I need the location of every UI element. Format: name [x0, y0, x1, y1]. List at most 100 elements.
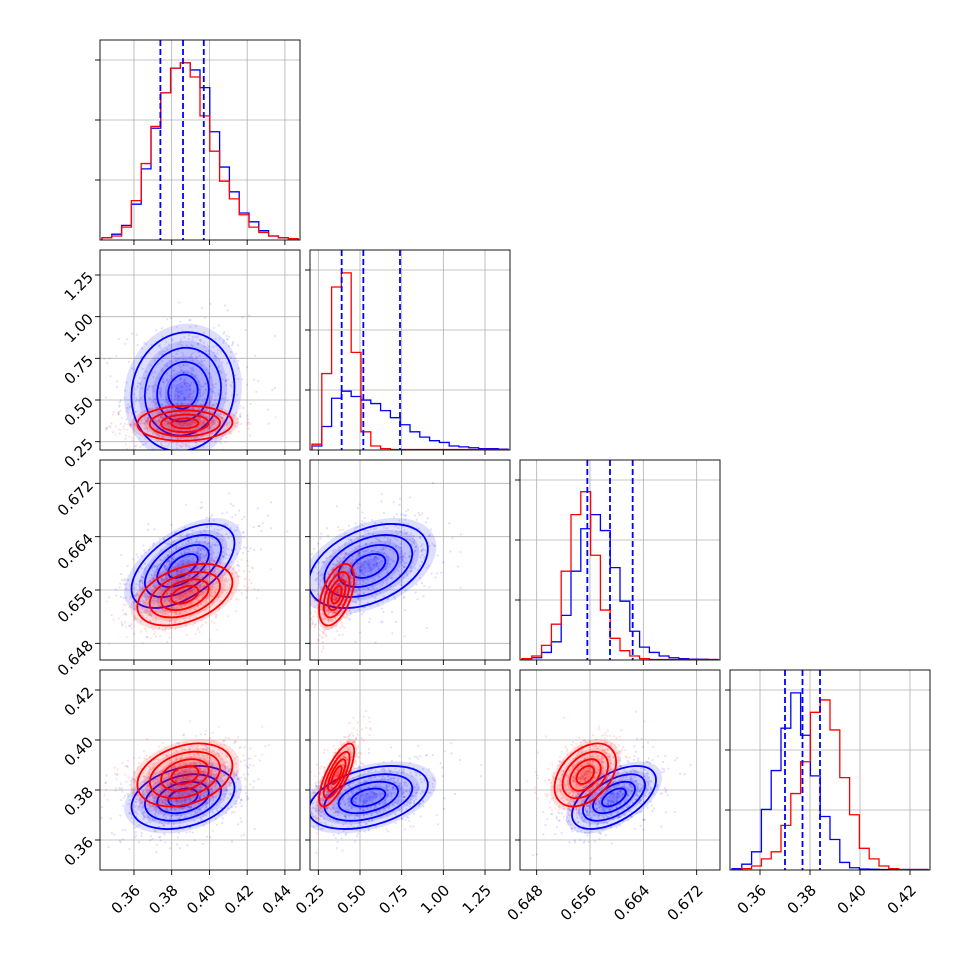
sample-point — [184, 420, 187, 423]
sample-point — [372, 557, 375, 560]
sample-point — [189, 468, 191, 470]
sample-point — [135, 826, 138, 829]
sample-point — [210, 620, 213, 623]
sample-point — [202, 823, 205, 827]
sample-point — [199, 363, 203, 366]
sample-point — [171, 556, 174, 560]
sample-point — [336, 590, 339, 594]
sample-point — [333, 596, 336, 599]
sample-point — [356, 562, 359, 565]
sample-point — [221, 426, 224, 429]
sample-point — [341, 567, 344, 570]
sample-point — [158, 435, 161, 438]
sample-point — [192, 580, 195, 583]
sample-point — [141, 642, 144, 645]
sample-point — [169, 782, 173, 786]
sample-point — [129, 423, 132, 426]
sample-point — [221, 822, 224, 825]
sample-point — [188, 748, 191, 752]
sample-point — [403, 565, 406, 568]
sample-point — [201, 547, 205, 550]
sample-point — [132, 423, 135, 426]
sample-point — [215, 587, 218, 590]
sample-point — [178, 810, 181, 813]
sample-point — [218, 576, 221, 579]
sample-point — [146, 613, 149, 617]
sample-point — [194, 584, 197, 587]
sample-point — [153, 573, 156, 576]
sample-point — [395, 513, 398, 516]
sample-point — [187, 778, 190, 781]
sample-point — [137, 824, 140, 827]
sample-point — [355, 572, 358, 575]
sample-point — [328, 602, 331, 605]
sample-point — [360, 522, 363, 526]
sample-point — [399, 556, 402, 559]
sample-point — [367, 579, 370, 582]
sample-point — [257, 588, 260, 591]
sample-point — [230, 840, 234, 843]
sample-point — [153, 586, 157, 590]
sample-point — [241, 551, 244, 554]
sample-point — [205, 621, 208, 625]
sample-point — [159, 548, 162, 551]
sample-point — [159, 810, 162, 813]
sample-point — [148, 408, 151, 411]
sample-point — [165, 404, 168, 407]
sample-point — [327, 620, 330, 623]
sample-point — [198, 412, 201, 415]
sample-point — [201, 842, 204, 846]
sample-point — [204, 349, 208, 353]
sample-point — [139, 377, 142, 380]
sample-point — [419, 556, 422, 559]
sample-point — [183, 382, 187, 385]
sample-point — [236, 526, 239, 529]
sample-point — [425, 626, 428, 629]
sample-point — [340, 552, 343, 555]
sample-point — [190, 784, 193, 787]
sample-point — [202, 421, 205, 424]
sample-point — [162, 814, 165, 818]
sample-point — [240, 558, 243, 561]
sample-point — [382, 546, 385, 549]
sample-point — [130, 816, 133, 819]
sample-point — [154, 357, 157, 361]
sample-point — [167, 573, 170, 577]
sample-point — [159, 589, 162, 592]
sample-point — [155, 401, 158, 405]
sample-point — [334, 598, 338, 601]
sample-point — [104, 396, 107, 399]
sample-point — [149, 835, 152, 838]
sample-point — [219, 416, 222, 419]
sample-point — [345, 613, 349, 616]
sample-point — [183, 604, 186, 607]
sample-point — [382, 610, 385, 614]
sample-point — [241, 316, 244, 319]
sample-point — [356, 593, 359, 597]
sample-point — [427, 534, 430, 538]
sample-point — [333, 573, 336, 576]
sample-point — [181, 392, 184, 395]
sample-point — [234, 610, 237, 613]
sample-point — [221, 534, 224, 538]
sample-point — [140, 606, 143, 609]
sample-point — [436, 554, 439, 557]
sample-point — [164, 617, 167, 621]
sample-point — [212, 749, 215, 752]
sample-point — [161, 368, 164, 371]
sample-point — [231, 572, 234, 575]
sample-point — [363, 521, 366, 524]
sample-point — [146, 388, 149, 391]
sample-point — [385, 555, 388, 559]
sample-point — [372, 563, 375, 567]
sample-point — [189, 782, 192, 785]
sample-point — [161, 377, 165, 380]
sample-point — [199, 583, 202, 587]
sample-point — [170, 401, 173, 404]
sample-point — [388, 539, 391, 542]
sample-point — [358, 551, 361, 554]
sample-point — [147, 407, 150, 410]
sample-point — [150, 401, 153, 404]
sample-point — [227, 421, 231, 424]
sample-point — [149, 839, 152, 842]
